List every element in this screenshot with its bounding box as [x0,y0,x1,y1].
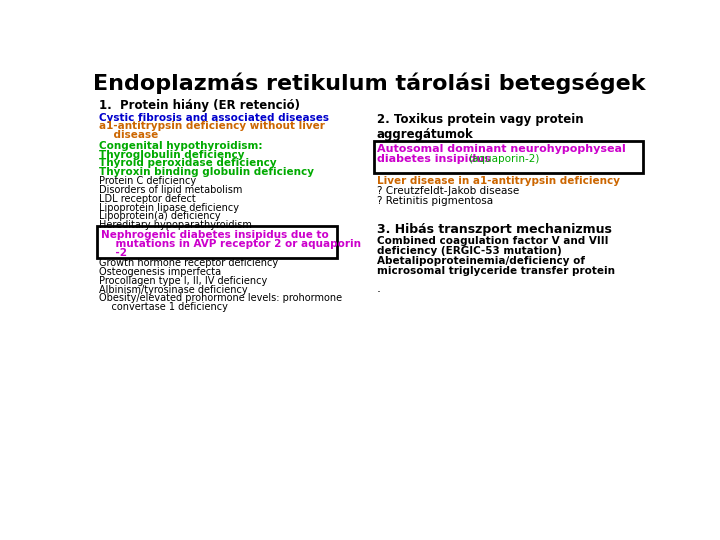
Text: mutations in AVP receptor 2 or aquaporin: mutations in AVP receptor 2 or aquaporin [101,239,361,249]
Text: Obesity/elevated prohormone levels: prohormone: Obesity/elevated prohormone levels: proh… [99,294,343,303]
Text: Albinism/tyrosinase deficiency: Albinism/tyrosinase deficiency [99,285,248,295]
Text: deficiency (ERGIC-53 mutation): deficiency (ERGIC-53 mutation) [377,246,562,256]
Text: Liver disease in a1-antitrypsin deficiency: Liver disease in a1-antitrypsin deficien… [377,176,620,186]
Text: 1.  Protein hiány (ER retenció): 1. Protein hiány (ER retenció) [99,99,300,112]
Text: microsomal triglyceride transfer protein: microsomal triglyceride transfer protein [377,266,615,276]
Text: Lipoprotein(a) deficiency: Lipoprotein(a) deficiency [99,212,221,221]
Text: LDL receptor defect: LDL receptor defect [99,194,196,204]
Text: Disorders of lipid metabolism: Disorders of lipid metabolism [99,185,243,195]
Text: Abetalipoproteinemia/deficiency of: Abetalipoproteinemia/deficiency of [377,256,585,266]
Text: Nephrogenic diabetes insipidus due to: Nephrogenic diabetes insipidus due to [101,230,328,240]
Text: disease: disease [99,130,158,140]
Text: Osteogenesis imperfecta: Osteogenesis imperfecta [99,267,222,277]
Text: Autosomal dominant neurohypophyseal: Autosomal dominant neurohypophyseal [377,144,626,154]
Text: Growth hormone receptor deficiency: Growth hormone receptor deficiency [99,258,279,268]
Text: a1-antitrypsin deficiency without liver: a1-antitrypsin deficiency without liver [99,122,325,131]
Text: Cystic fibrosis and associated diseases: Cystic fibrosis and associated diseases [99,112,329,123]
Text: Thyroid peroxidase deficiency: Thyroid peroxidase deficiency [99,158,277,168]
Text: 2. Toxikus protein vagy protein
aggregátumok: 2. Toxikus protein vagy protein aggregát… [377,112,583,140]
Text: Thyroxin binding globulin deficiency: Thyroxin binding globulin deficiency [99,167,315,177]
Text: ? Creutzfeldt-Jakob disease: ? Creutzfeldt-Jakob disease [377,186,519,197]
Text: Combined coagulation factor V and VIII: Combined coagulation factor V and VIII [377,236,608,246]
Text: Thyroglobulin deficiency: Thyroglobulin deficiency [99,150,245,159]
Text: ? Retinitis pigmentosa: ? Retinitis pigmentosa [377,197,493,206]
Text: -2: -2 [101,248,127,258]
Text: diabetes insipidus: diabetes insipidus [377,154,495,164]
Text: Hereditary hypoparathyroidism: Hereditary hypoparathyroidism [99,220,252,231]
Text: convertase 1 deficiency: convertase 1 deficiency [99,302,228,312]
Text: Endoplazmás retikulum tárolási betegségek: Endoplazmás retikulum tárolási betegsége… [93,72,645,94]
Text: Protein C deficiency: Protein C deficiency [99,176,197,186]
Text: Congenital hypothyroidism:: Congenital hypothyroidism: [99,140,263,151]
Text: Lipoprotein lipase deficiency: Lipoprotein lipase deficiency [99,202,239,213]
Text: (aquaporin-2): (aquaporin-2) [468,154,539,164]
Text: 3. Hibás transzport mechanizmus: 3. Hibás transzport mechanizmus [377,222,611,235]
Text: .: . [377,282,381,295]
Text: Procollagen type I, II, IV deficiency: Procollagen type I, II, IV deficiency [99,276,268,286]
